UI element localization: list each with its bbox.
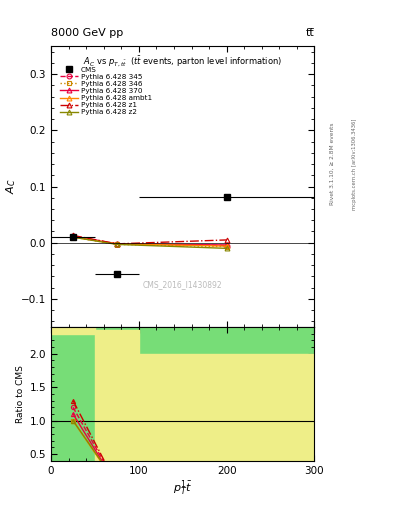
Text: CMS_2016_I1430892: CMS_2016_I1430892 [143,281,222,289]
Text: Rivet 3.1.10, ≥ 2.8M events: Rivet 3.1.10, ≥ 2.8M events [330,122,335,205]
Text: $A_C$ vs $p_{T,t\bar{t}}$  ($t\bar{t}$ events, parton level information): $A_C$ vs $p_{T,t\bar{t}}$ ($t\bar{t}$ ev… [83,54,282,69]
Y-axis label: Ratio to CMS: Ratio to CMS [17,365,26,423]
Text: tt̅: tt̅ [306,28,314,38]
X-axis label: $p_T^1\bar{t}$: $p_T^1\bar{t}$ [173,478,193,498]
Legend: CMS, Pythia 6.428 345, Pythia 6.428 346, Pythia 6.428 370, Pythia 6.428 ambt1, P: CMS, Pythia 6.428 345, Pythia 6.428 346,… [60,67,152,115]
Text: 8000 GeV pp: 8000 GeV pp [51,28,123,38]
Y-axis label: $A_C$: $A_C$ [4,179,18,195]
Text: mcplots.cern.ch [arXiv:1306.3436]: mcplots.cern.ch [arXiv:1306.3436] [352,118,357,209]
